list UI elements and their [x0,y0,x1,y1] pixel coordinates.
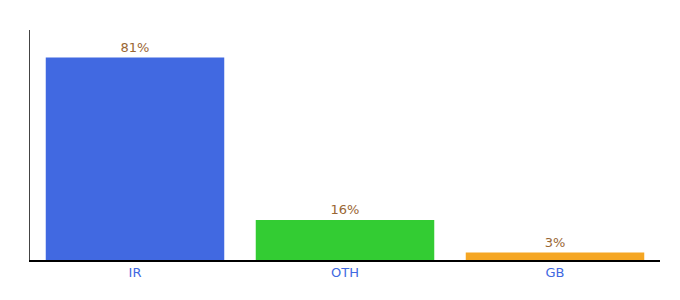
svg-text:GB: GB [546,265,565,280]
svg-text:81%: 81% [121,40,150,55]
svg-text:3%: 3% [545,235,566,250]
svg-text:16%: 16% [331,202,360,217]
svg-text:IR: IR [129,265,142,280]
svg-text:OTH: OTH [331,265,359,280]
